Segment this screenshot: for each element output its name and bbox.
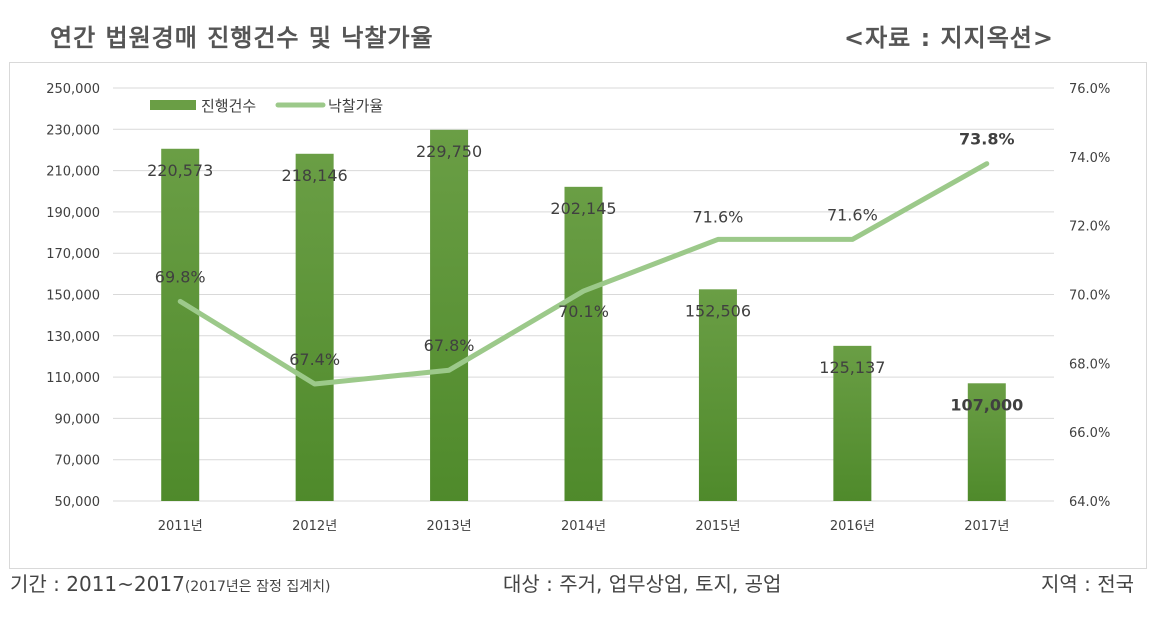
y-left-tick-label: 110,000 bbox=[46, 371, 100, 386]
y-left-tick-label: 190,000 bbox=[46, 206, 100, 221]
bar-data-label: 202,145 bbox=[550, 199, 616, 218]
line-data-label: 70.1% bbox=[558, 302, 609, 321]
y-left-tick-label: 170,000 bbox=[46, 247, 100, 262]
bar[interactable] bbox=[564, 186, 603, 502]
bar-data-label: 125,137 bbox=[819, 358, 885, 377]
y-left-tick-label: 150,000 bbox=[46, 289, 100, 304]
y-left-tick-label: 210,000 bbox=[46, 165, 100, 180]
combo-chart: 250,000 230,000 210,000 190,000 170,000 150,0… bbox=[46, 82, 1110, 534]
bar-data-label: 229,750 bbox=[416, 142, 482, 161]
line-data-label: 67.8% bbox=[424, 336, 475, 355]
y-right-tick-label: 72.0% bbox=[1069, 220, 1110, 235]
bar-data-label: 220,573 bbox=[147, 161, 213, 180]
legend-line-label: 낙찰가율 bbox=[328, 97, 383, 115]
line-data-label: 71.6% bbox=[693, 207, 744, 226]
bar[interactable] bbox=[698, 289, 737, 501]
source-label: <자료 : 지지옥션> bbox=[843, 24, 1054, 52]
y-right-tick-label: 76.0% bbox=[1069, 82, 1110, 97]
x-tick-label: 2012년 bbox=[292, 519, 337, 534]
bar[interactable] bbox=[833, 345, 872, 501]
bar[interactable] bbox=[295, 153, 334, 501]
bar-data-label: 218,146 bbox=[282, 166, 348, 185]
line-data-label: 73.8% bbox=[959, 130, 1015, 149]
y-right-tick-label: 70.0% bbox=[1069, 289, 1110, 304]
period-label: 기간 : 2011~2017 bbox=[10, 572, 185, 596]
x-tick-label: 2016년 bbox=[830, 519, 875, 534]
period-note: (2017년은 잠정 집계치) bbox=[184, 579, 331, 595]
x-tick-label: 2011년 bbox=[158, 519, 203, 534]
y-right-tick-label: 66.0% bbox=[1069, 426, 1110, 441]
legend-bar-label: 진행건수 bbox=[201, 97, 256, 115]
line-data-label: 69.8% bbox=[155, 267, 206, 286]
bar-data-label: 152,506 bbox=[685, 301, 751, 320]
rate-line bbox=[177, 161, 990, 387]
legend-bar-swatch bbox=[150, 100, 196, 110]
bar[interactable] bbox=[161, 148, 200, 501]
y-right-tick-label: 64.0% bbox=[1069, 495, 1110, 510]
y-right-tick-label: 68.0% bbox=[1069, 357, 1110, 372]
y-right-tick-label: 74.0% bbox=[1069, 151, 1110, 166]
y-left-tick-label: 130,000 bbox=[46, 330, 100, 345]
y-left-tick-label: 50,000 bbox=[55, 495, 101, 510]
x-tick-label: 2014년 bbox=[561, 519, 606, 534]
line-data-label: 71.6% bbox=[827, 205, 878, 224]
x-tick-label: 2015년 bbox=[695, 519, 740, 534]
y-left-tick-label: 250,000 bbox=[46, 82, 100, 97]
bar[interactable] bbox=[430, 129, 469, 501]
x-tick-label: 2017년 bbox=[964, 519, 1009, 534]
bar-data-label: 107,000 bbox=[950, 395, 1023, 414]
chart-title: 연간 법원경매 진행건수 및 낙찰가율 bbox=[50, 24, 434, 52]
y-left-tick-label: 90,000 bbox=[55, 412, 101, 427]
bar[interactable] bbox=[967, 383, 1006, 501]
x-tick-label: 2013년 bbox=[427, 519, 472, 534]
y-left-tick-label: 70,000 bbox=[55, 454, 101, 469]
y-left-tick-label: 230,000 bbox=[46, 123, 100, 138]
footer-period: 기간 : 2011~2017(2017년은 잠정 집계치) bbox=[10, 568, 330, 597]
chart-area: 250,000 230,000 210,000 190,000 170,000 150,0… bbox=[9, 62, 1147, 569]
footer-target: 대상 : 주거, 업무상업, 토지, 공업 bbox=[503, 572, 782, 596]
footer-region: 지역 : 전국 bbox=[1040, 572, 1134, 596]
line-data-label: 67.4% bbox=[289, 350, 340, 369]
